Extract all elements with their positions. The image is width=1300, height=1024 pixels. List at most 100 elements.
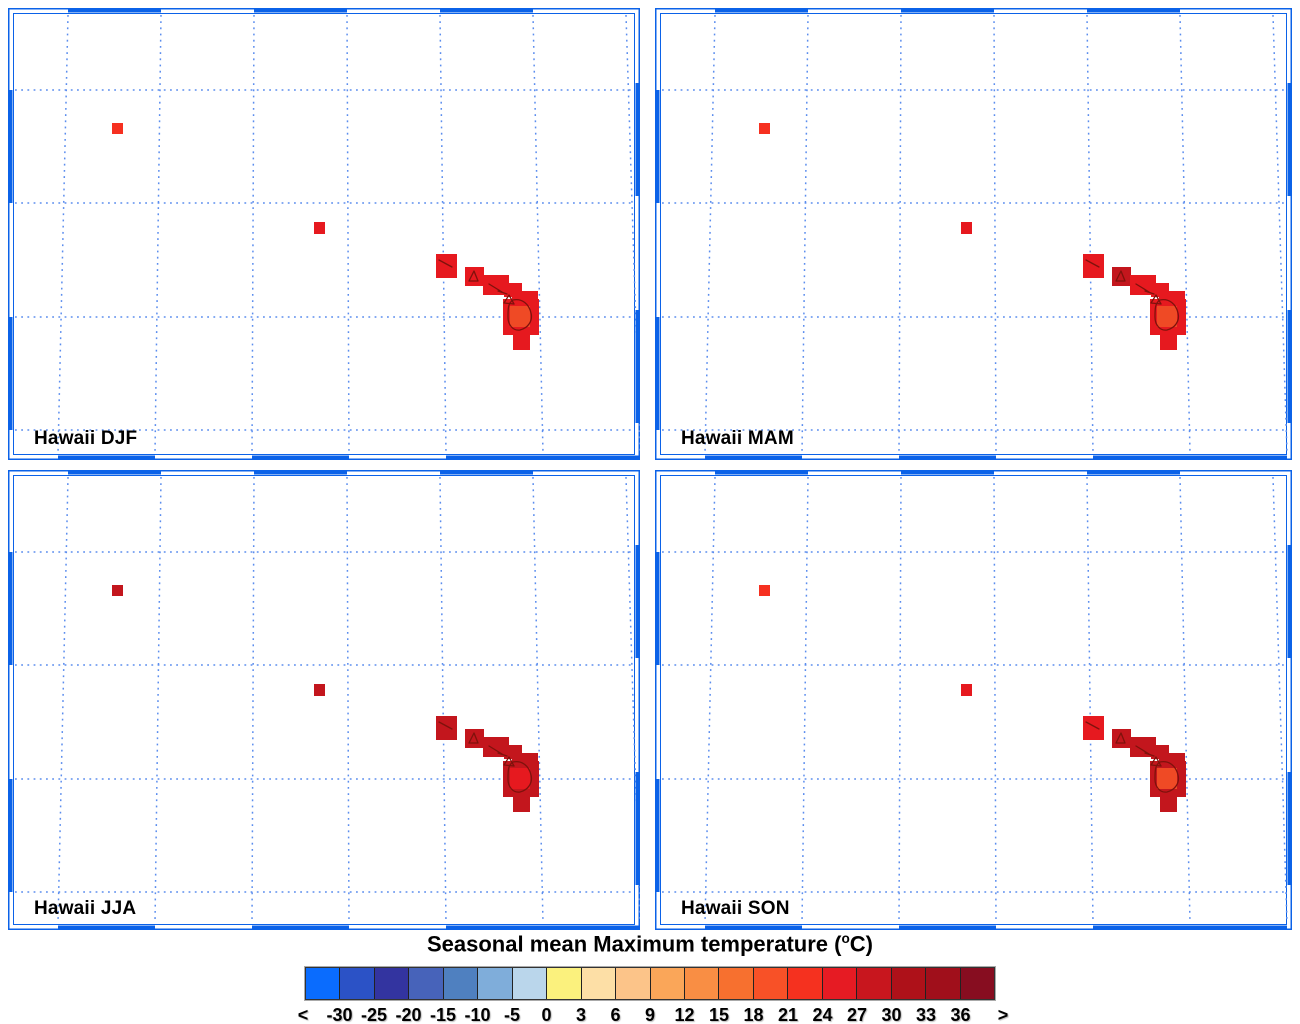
meridian-gridline: [993, 14, 997, 454]
colorbar-tick-label: 18: [743, 1005, 764, 1024]
colorbar-tick-label: 36: [950, 1005, 971, 1024]
temperature-cell-K2: [1112, 729, 1131, 748]
meridian-gridline: [57, 14, 69, 454]
map-outer-frame: [655, 470, 1292, 930]
colorbar-cell: [511, 968, 547, 999]
colorbar-tick-label: 24: [812, 1005, 833, 1024]
colorbar-tick-label: -5: [503, 1005, 521, 1024]
temperature-cell-K1: [436, 716, 457, 740]
colorbar-cell: [477, 968, 512, 999]
panel-hawaii-jja: Hawaii JJA: [8, 470, 640, 930]
temperature-cell-K2: [1112, 267, 1131, 286]
map-inner-frame: [660, 13, 1287, 455]
panel-hawaii-mam: Hawaii MAM: [655, 8, 1292, 460]
colorbar-cell: [373, 968, 409, 999]
temperature-cell-K6b: [1157, 768, 1177, 789]
temperature-cell-B: [961, 222, 972, 234]
meridian-gridline: [532, 14, 544, 454]
coastline: [488, 745, 503, 755]
colorbar-cell: [752, 968, 788, 999]
meridian-gridline: [57, 476, 69, 924]
colorbar-tick-label: <: [297, 1005, 309, 1024]
meridian-gridline: [346, 476, 350, 924]
map-outer-frame: [8, 470, 640, 930]
coastline: [1115, 732, 1126, 744]
panel-label-djf: Hawaii DJF: [34, 428, 138, 449]
panel-label-jja: Hawaii JJA: [34, 898, 137, 919]
panel-hawaii-djf: Hawaii DJF: [8, 8, 640, 460]
meridian-gridline: [1086, 476, 1094, 924]
figure-title-end: C): [849, 931, 874, 957]
meridian-gridline: [1179, 14, 1191, 454]
coastline: [1135, 283, 1150, 293]
temperature-cell-A: [759, 123, 770, 134]
temperature-cell-K2: [465, 729, 484, 748]
colorbar-cell: [821, 968, 857, 999]
meridian-gridline: [801, 14, 809, 454]
colorbar-tick-label: 3: [575, 1005, 587, 1024]
meridian-gridline: [1272, 476, 1288, 924]
colorbar-tick-label: 30: [881, 1005, 902, 1024]
map-hawaii-jja: [8, 470, 640, 930]
colorbar-tick-label: >: [997, 1005, 1009, 1024]
coastline: [1115, 270, 1126, 282]
temperature-cell-K7: [1160, 797, 1177, 812]
temperature-cell-B: [314, 222, 325, 234]
temperature-cell-B: [314, 684, 325, 696]
colorbar: [305, 967, 995, 1000]
map-hawaii-mam: [655, 8, 1292, 460]
figure-title: Seasonal mean Maximum temperature (oC): [0, 931, 1300, 957]
coastline: [488, 283, 503, 293]
colorbar-tick-label: 12: [674, 1005, 695, 1024]
colorbar-tick-label: -30: [326, 1005, 353, 1024]
temperature-cell-K7: [513, 335, 530, 350]
coastline: [438, 721, 453, 730]
coastline: [1154, 760, 1180, 793]
meridian-gridline: [898, 476, 902, 924]
temperature-cell-A: [112, 585, 123, 596]
temperature-cell-K3: [483, 737, 509, 757]
map-inner-frame: [13, 13, 635, 455]
colorbar-tick-labels: < -30 -25 -20 -15 -10 -5 0 3 6 9 12 15 18 21 24 27 30 33 36…: [298, 1005, 1009, 1024]
temperature-cell-K7: [1160, 335, 1177, 350]
colorbar-cell: [546, 968, 581, 999]
coastline: [1085, 721, 1100, 730]
meridian-gridline: [1272, 14, 1288, 454]
coastline: [438, 259, 453, 268]
meridian-gridline: [532, 476, 544, 924]
map-inner-frame: [13, 475, 635, 925]
panel-hawaii-son: Hawaii SON: [655, 470, 1292, 930]
temperature-cell-K6b: [1157, 306, 1177, 327]
colorbar-cell: [649, 968, 684, 999]
temperature-cell-K6b: [510, 306, 530, 327]
temperature-cell-K3: [483, 275, 509, 295]
coastline: [507, 298, 533, 331]
meridian-gridline: [704, 14, 716, 454]
colorbar-cell: [306, 968, 340, 999]
map-outer-frame: [655, 8, 1292, 460]
colorbar-cell: [925, 968, 960, 999]
map-inner-frame: [660, 475, 1287, 925]
colorbar-tick-label: -10: [464, 1005, 491, 1024]
colorbar-cell: [442, 968, 478, 999]
colorbar-cell: [615, 968, 650, 999]
temperature-cell-A: [112, 123, 123, 134]
coastline: [1144, 290, 1155, 295]
colorbar-cell: [718, 968, 753, 999]
colorbar-tick-label: -20: [395, 1005, 422, 1024]
panel-label-son: Hawaii SON: [681, 898, 790, 919]
meridian-gridline: [1086, 14, 1094, 454]
temperature-cell-K1: [1083, 716, 1104, 740]
meridian-gridline: [1179, 476, 1191, 924]
colorbar-cell: [787, 968, 822, 999]
temperature-cell-K1: [1083, 254, 1104, 278]
coastline: [468, 732, 479, 744]
colorbar-cell: [959, 968, 995, 999]
temperature-cell-K6b: [510, 768, 530, 789]
coastline: [1135, 745, 1150, 755]
colorbar-cell: [683, 968, 719, 999]
meridian-gridline: [993, 476, 997, 924]
map-hawaii-djf: [8, 8, 640, 460]
colorbar-tick-label: 33: [915, 1005, 937, 1024]
